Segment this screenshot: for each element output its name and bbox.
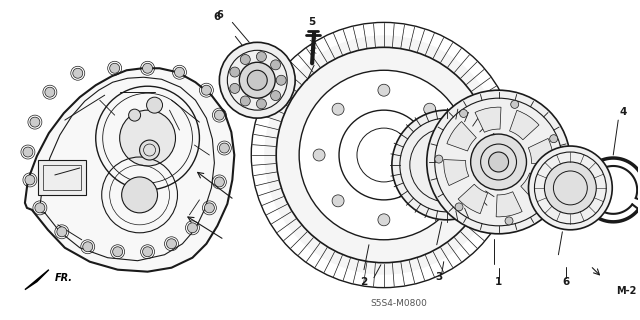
Circle shape: [220, 143, 229, 153]
Circle shape: [45, 87, 55, 97]
Circle shape: [332, 103, 344, 115]
Circle shape: [271, 60, 280, 70]
Circle shape: [488, 152, 509, 172]
Circle shape: [143, 247, 152, 257]
Circle shape: [214, 177, 225, 187]
Circle shape: [529, 146, 612, 230]
Polygon shape: [25, 270, 49, 290]
Circle shape: [202, 85, 211, 95]
Circle shape: [240, 54, 250, 65]
Wedge shape: [444, 160, 469, 186]
Text: FR.: FR.: [55, 273, 73, 283]
Circle shape: [455, 203, 463, 211]
Circle shape: [276, 75, 286, 85]
Text: 3: 3: [435, 272, 442, 282]
Circle shape: [392, 110, 502, 220]
Wedge shape: [521, 173, 550, 203]
Circle shape: [424, 103, 436, 115]
Wedge shape: [458, 184, 488, 214]
Circle shape: [230, 84, 240, 93]
Circle shape: [505, 217, 513, 225]
Circle shape: [378, 214, 390, 226]
Circle shape: [545, 162, 596, 214]
Circle shape: [120, 110, 175, 166]
Circle shape: [113, 247, 123, 257]
Circle shape: [30, 117, 40, 127]
Circle shape: [424, 195, 436, 207]
Wedge shape: [475, 107, 501, 132]
Circle shape: [460, 109, 468, 117]
Circle shape: [378, 84, 390, 96]
Circle shape: [147, 97, 163, 113]
Text: M-2: M-2: [616, 286, 637, 296]
Circle shape: [188, 223, 197, 233]
Circle shape: [257, 52, 266, 62]
Circle shape: [435, 155, 443, 163]
Text: S5S4-M0800: S5S4-M0800: [371, 299, 428, 308]
Circle shape: [25, 175, 35, 185]
Text: 6: 6: [214, 12, 221, 22]
Text: 2: 2: [360, 277, 367, 287]
Circle shape: [257, 99, 266, 109]
Text: 5: 5: [308, 17, 316, 28]
Circle shape: [129, 109, 141, 121]
Circle shape: [122, 177, 157, 213]
Wedge shape: [528, 139, 554, 164]
Text: 1: 1: [495, 277, 502, 287]
Circle shape: [83, 242, 93, 252]
Wedge shape: [447, 122, 476, 151]
Circle shape: [264, 35, 504, 275]
Circle shape: [204, 203, 214, 213]
Wedge shape: [509, 110, 539, 140]
Text: 4: 4: [620, 107, 627, 117]
Circle shape: [220, 42, 295, 118]
Circle shape: [143, 63, 152, 73]
Circle shape: [271, 91, 280, 100]
Circle shape: [73, 68, 83, 78]
Circle shape: [332, 195, 344, 207]
Circle shape: [547, 187, 555, 195]
Text: 6: 6: [563, 277, 570, 287]
Circle shape: [427, 90, 570, 234]
Circle shape: [247, 70, 268, 90]
Circle shape: [443, 149, 454, 161]
Circle shape: [175, 67, 184, 77]
Circle shape: [109, 63, 120, 73]
Circle shape: [239, 62, 275, 98]
Circle shape: [470, 134, 527, 190]
Circle shape: [57, 227, 67, 237]
Polygon shape: [25, 68, 234, 272]
Circle shape: [230, 67, 240, 77]
Circle shape: [140, 140, 159, 160]
Circle shape: [240, 96, 250, 106]
Wedge shape: [496, 192, 522, 217]
Circle shape: [313, 149, 325, 161]
Circle shape: [214, 110, 225, 120]
Circle shape: [511, 100, 518, 108]
Circle shape: [166, 239, 177, 249]
Circle shape: [23, 147, 33, 157]
Circle shape: [299, 70, 468, 240]
Circle shape: [35, 203, 45, 213]
FancyBboxPatch shape: [38, 160, 86, 195]
Circle shape: [550, 135, 557, 143]
Text: 6: 6: [216, 11, 223, 20]
